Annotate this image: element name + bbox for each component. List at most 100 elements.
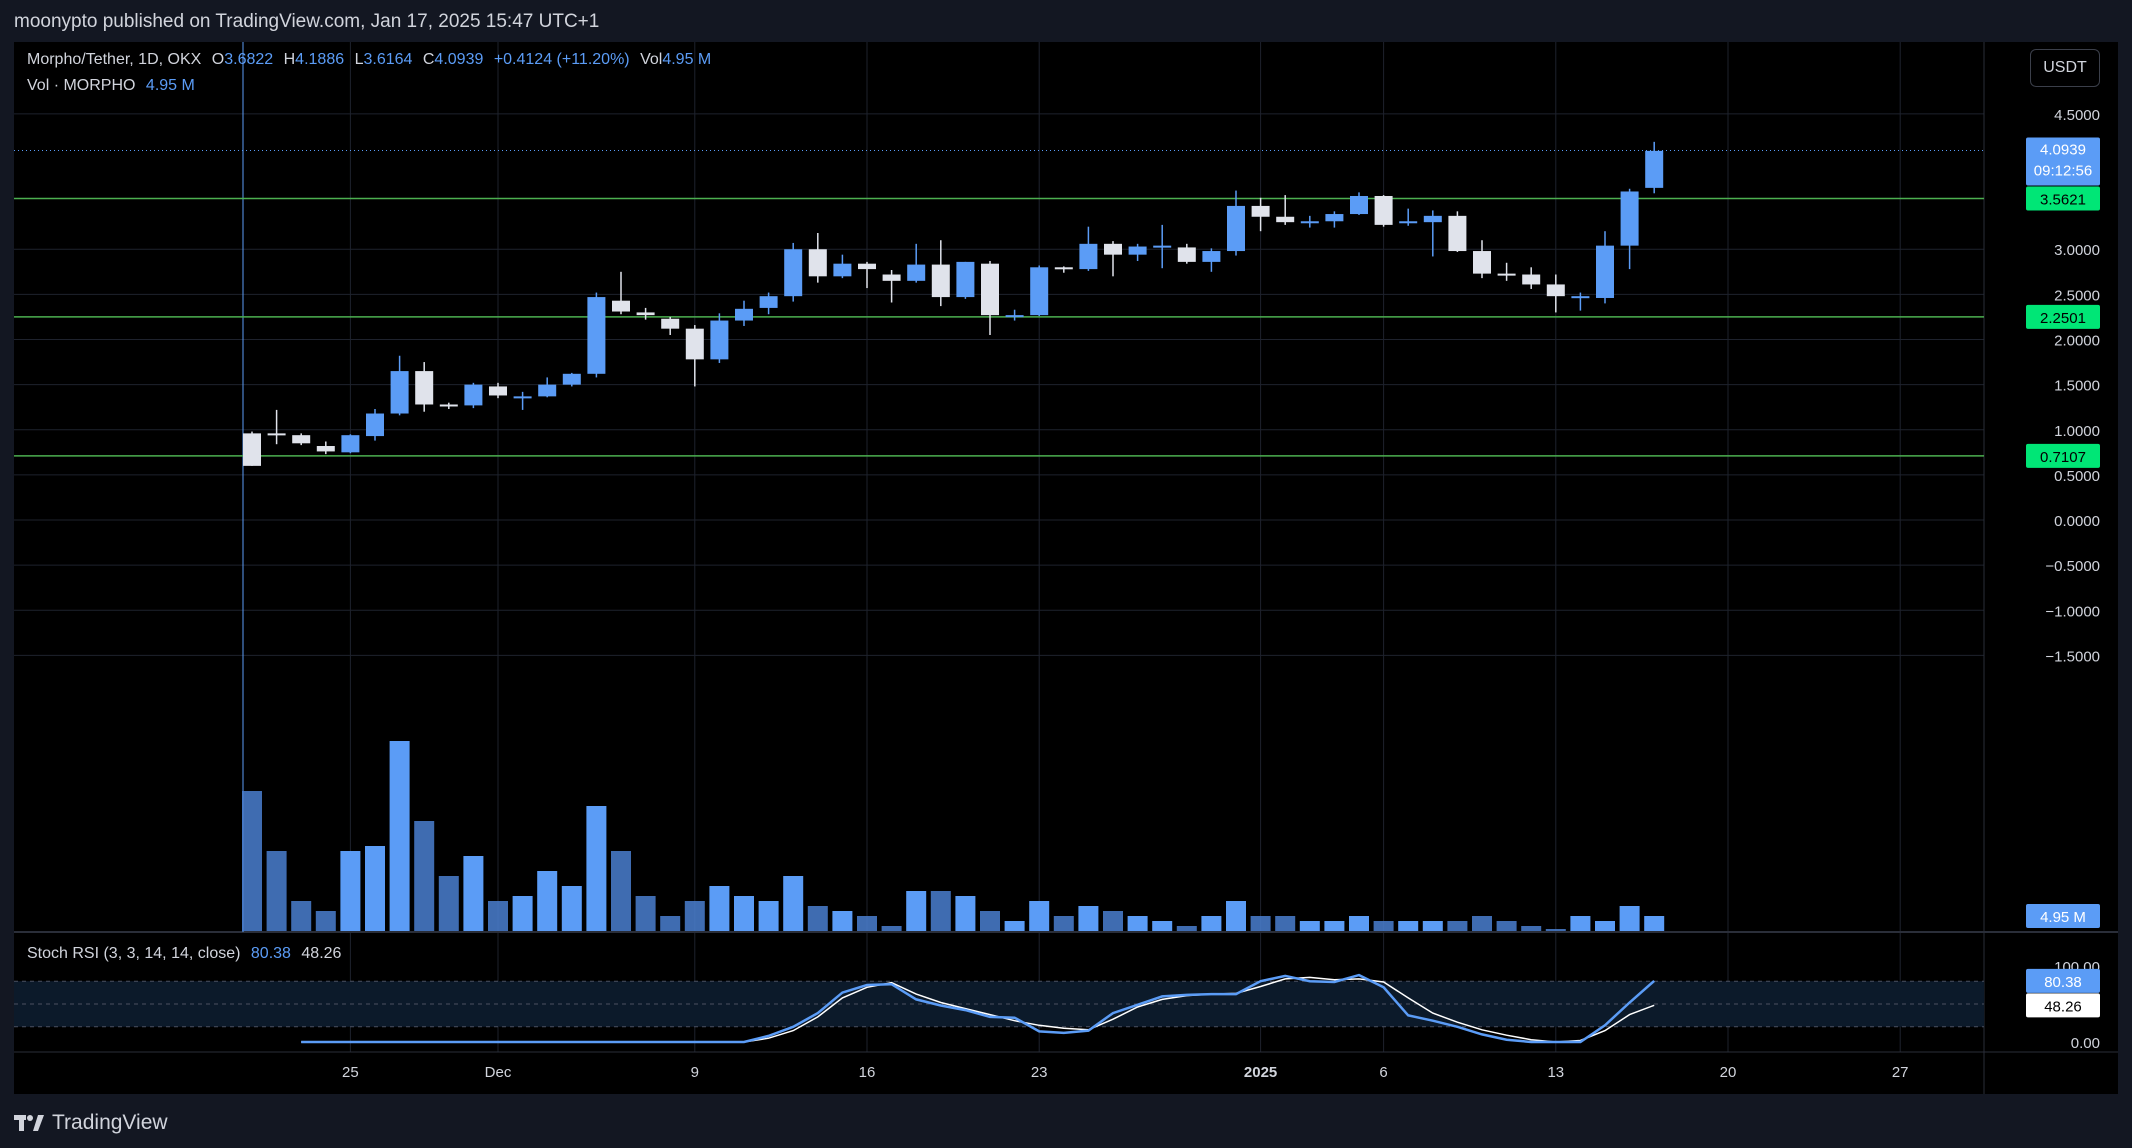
- volume-bar: [242, 791, 262, 931]
- volume-bar: [1299, 921, 1320, 931]
- price-axis-tick-label: 1.5000: [2054, 378, 2100, 395]
- close-value: 4.0939: [434, 51, 484, 68]
- top-bar: moonypto published on TradingView.com, J…: [0, 0, 2132, 42]
- candle-body: [1300, 221, 1319, 224]
- chart-panel[interactable]: 4.5000 3.0000 2.5000 2.0000 1.5000 1.0000 0.50…: [14, 42, 2118, 1094]
- price-axis-tick-label: −0.5000: [2045, 558, 2100, 575]
- volume-bar: [758, 901, 779, 931]
- close-label: C: [422, 51, 435, 68]
- footer-brand: TradingView: [52, 1111, 168, 1134]
- volume-bar: [1324, 921, 1345, 931]
- candle-body: [1423, 215, 1442, 223]
- price-axis-tick-label: 0.0000: [2054, 513, 2100, 530]
- time-axis-tick-label: 13: [1547, 1064, 1564, 1081]
- volume-bar: [807, 906, 828, 931]
- volume-bar: [783, 876, 804, 931]
- candle-body: [1546, 284, 1565, 297]
- candle-body: [1177, 247, 1196, 262]
- published-text: moonypto published on TradingView.com, J…: [14, 11, 600, 32]
- currency-button[interactable]: USDT: [2030, 49, 2100, 87]
- volume-bar: [611, 851, 631, 931]
- stoch-rsi-label[interactable]: Stoch RSI (3, 3, 14, 14, close): [27, 945, 241, 962]
- volume-bar: [1201, 916, 1222, 931]
- candle-body: [1153, 245, 1172, 248]
- level-price-tag-text: 3.5621: [2040, 192, 2086, 209]
- volume-bar: [857, 916, 877, 931]
- volume-bar: [1422, 921, 1443, 931]
- candle-body: [439, 404, 458, 407]
- last-price-countdown: 09:12:56: [2034, 163, 2092, 180]
- candle-body: [1522, 274, 1541, 285]
- time-axis-tick-label: 2025: [1244, 1064, 1277, 1081]
- volume-bar: [832, 911, 853, 931]
- price-axis-tick-label: 3.0000: [2054, 242, 2100, 259]
- volume-bar: [930, 891, 951, 931]
- candle-body: [907, 264, 926, 281]
- candle-body: [513, 396, 532, 399]
- candle-body: [685, 328, 704, 360]
- candle-body: [1030, 267, 1049, 316]
- volume-bar: [660, 916, 681, 931]
- stoch-k-tag-text: 80.38: [2044, 974, 2082, 991]
- volume-bar: [389, 741, 410, 931]
- level-price-tag-text: 0.7107: [2040, 449, 2086, 466]
- candle-body: [710, 320, 729, 360]
- candle-body: [1596, 245, 1614, 298]
- price-chart[interactable]: 4.5000 3.0000 2.5000 2.0000 1.5000 1.0000 0.50…: [14, 42, 2118, 1094]
- stoch-d-tag-text: 48.26: [2044, 998, 2082, 1015]
- symbol-label[interactable]: Morpho/Tether, 1D, OKX: [27, 51, 202, 68]
- candle-body: [1448, 215, 1467, 252]
- candle-body: [858, 263, 876, 270]
- high-value: 4.1886: [295, 51, 345, 68]
- candle-body: [1251, 205, 1270, 217]
- volume-bar: [586, 806, 607, 931]
- volume-bar: [1004, 921, 1025, 931]
- volume-bar: [340, 851, 361, 931]
- volume-value: 4.95 M: [662, 51, 712, 68]
- volume-bar: [463, 856, 484, 931]
- volume-bar: [906, 891, 927, 931]
- stoch-axis-tick-label: 0.00: [2071, 1035, 2100, 1052]
- candle-body: [1128, 246, 1147, 255]
- volume-indicator-label[interactable]: Vol · MORPHO: [27, 77, 136, 94]
- price-axis-tick-label: 2.0000: [2054, 333, 2100, 350]
- volume-bar: [291, 901, 312, 931]
- candle-body: [292, 435, 311, 444]
- candle-body: [882, 274, 901, 281]
- legend-volume-row: Vol · MORPHO 4.95 M: [27, 77, 201, 95]
- candle-body: [1399, 221, 1418, 224]
- volume-bar: [980, 911, 1000, 931]
- volume-bar: [635, 896, 656, 931]
- volume-bar: [1103, 911, 1123, 931]
- open-label: O: [211, 51, 225, 68]
- time-axis-tick-label: 27: [1892, 1064, 1909, 1081]
- volume-bar: [1545, 929, 1566, 931]
- volume-bar: [684, 901, 705, 931]
- legend-stoch-row: Stoch RSI (3, 3, 14, 14, close) 80.38 48…: [27, 945, 347, 963]
- time-axis-tick-label: 25: [342, 1064, 359, 1081]
- candle-body: [464, 384, 483, 406]
- time-axis-tick-label: 9: [691, 1064, 699, 1081]
- volume-bar: [734, 896, 754, 931]
- time-axis-tick-label: 20: [1720, 1064, 1737, 1081]
- candle-body: [759, 296, 778, 308]
- candle-body: [833, 263, 852, 277]
- volume-indicator-value: 4.95 M: [145, 77, 195, 94]
- volume-tag: [2026, 904, 2100, 928]
- price-axis-tick-label: 0.5000: [2054, 468, 2100, 485]
- volume-bar: [1029, 901, 1050, 931]
- candle-body: [267, 433, 286, 436]
- volume-bar: [1472, 916, 1492, 931]
- candle-body: [735, 308, 753, 321]
- candle-body: [661, 318, 680, 329]
- volume-bar: [561, 886, 582, 931]
- volume-bar: [438, 876, 459, 931]
- volume-bar: [709, 886, 730, 931]
- volume-bars: [242, 741, 1665, 931]
- low-label: L: [354, 51, 364, 68]
- volume-bar: [512, 896, 533, 931]
- candles: [243, 141, 1664, 466]
- volume-bar: [1176, 926, 1197, 931]
- stoch-d-value: 48.26: [301, 945, 342, 962]
- candle-body: [784, 249, 803, 297]
